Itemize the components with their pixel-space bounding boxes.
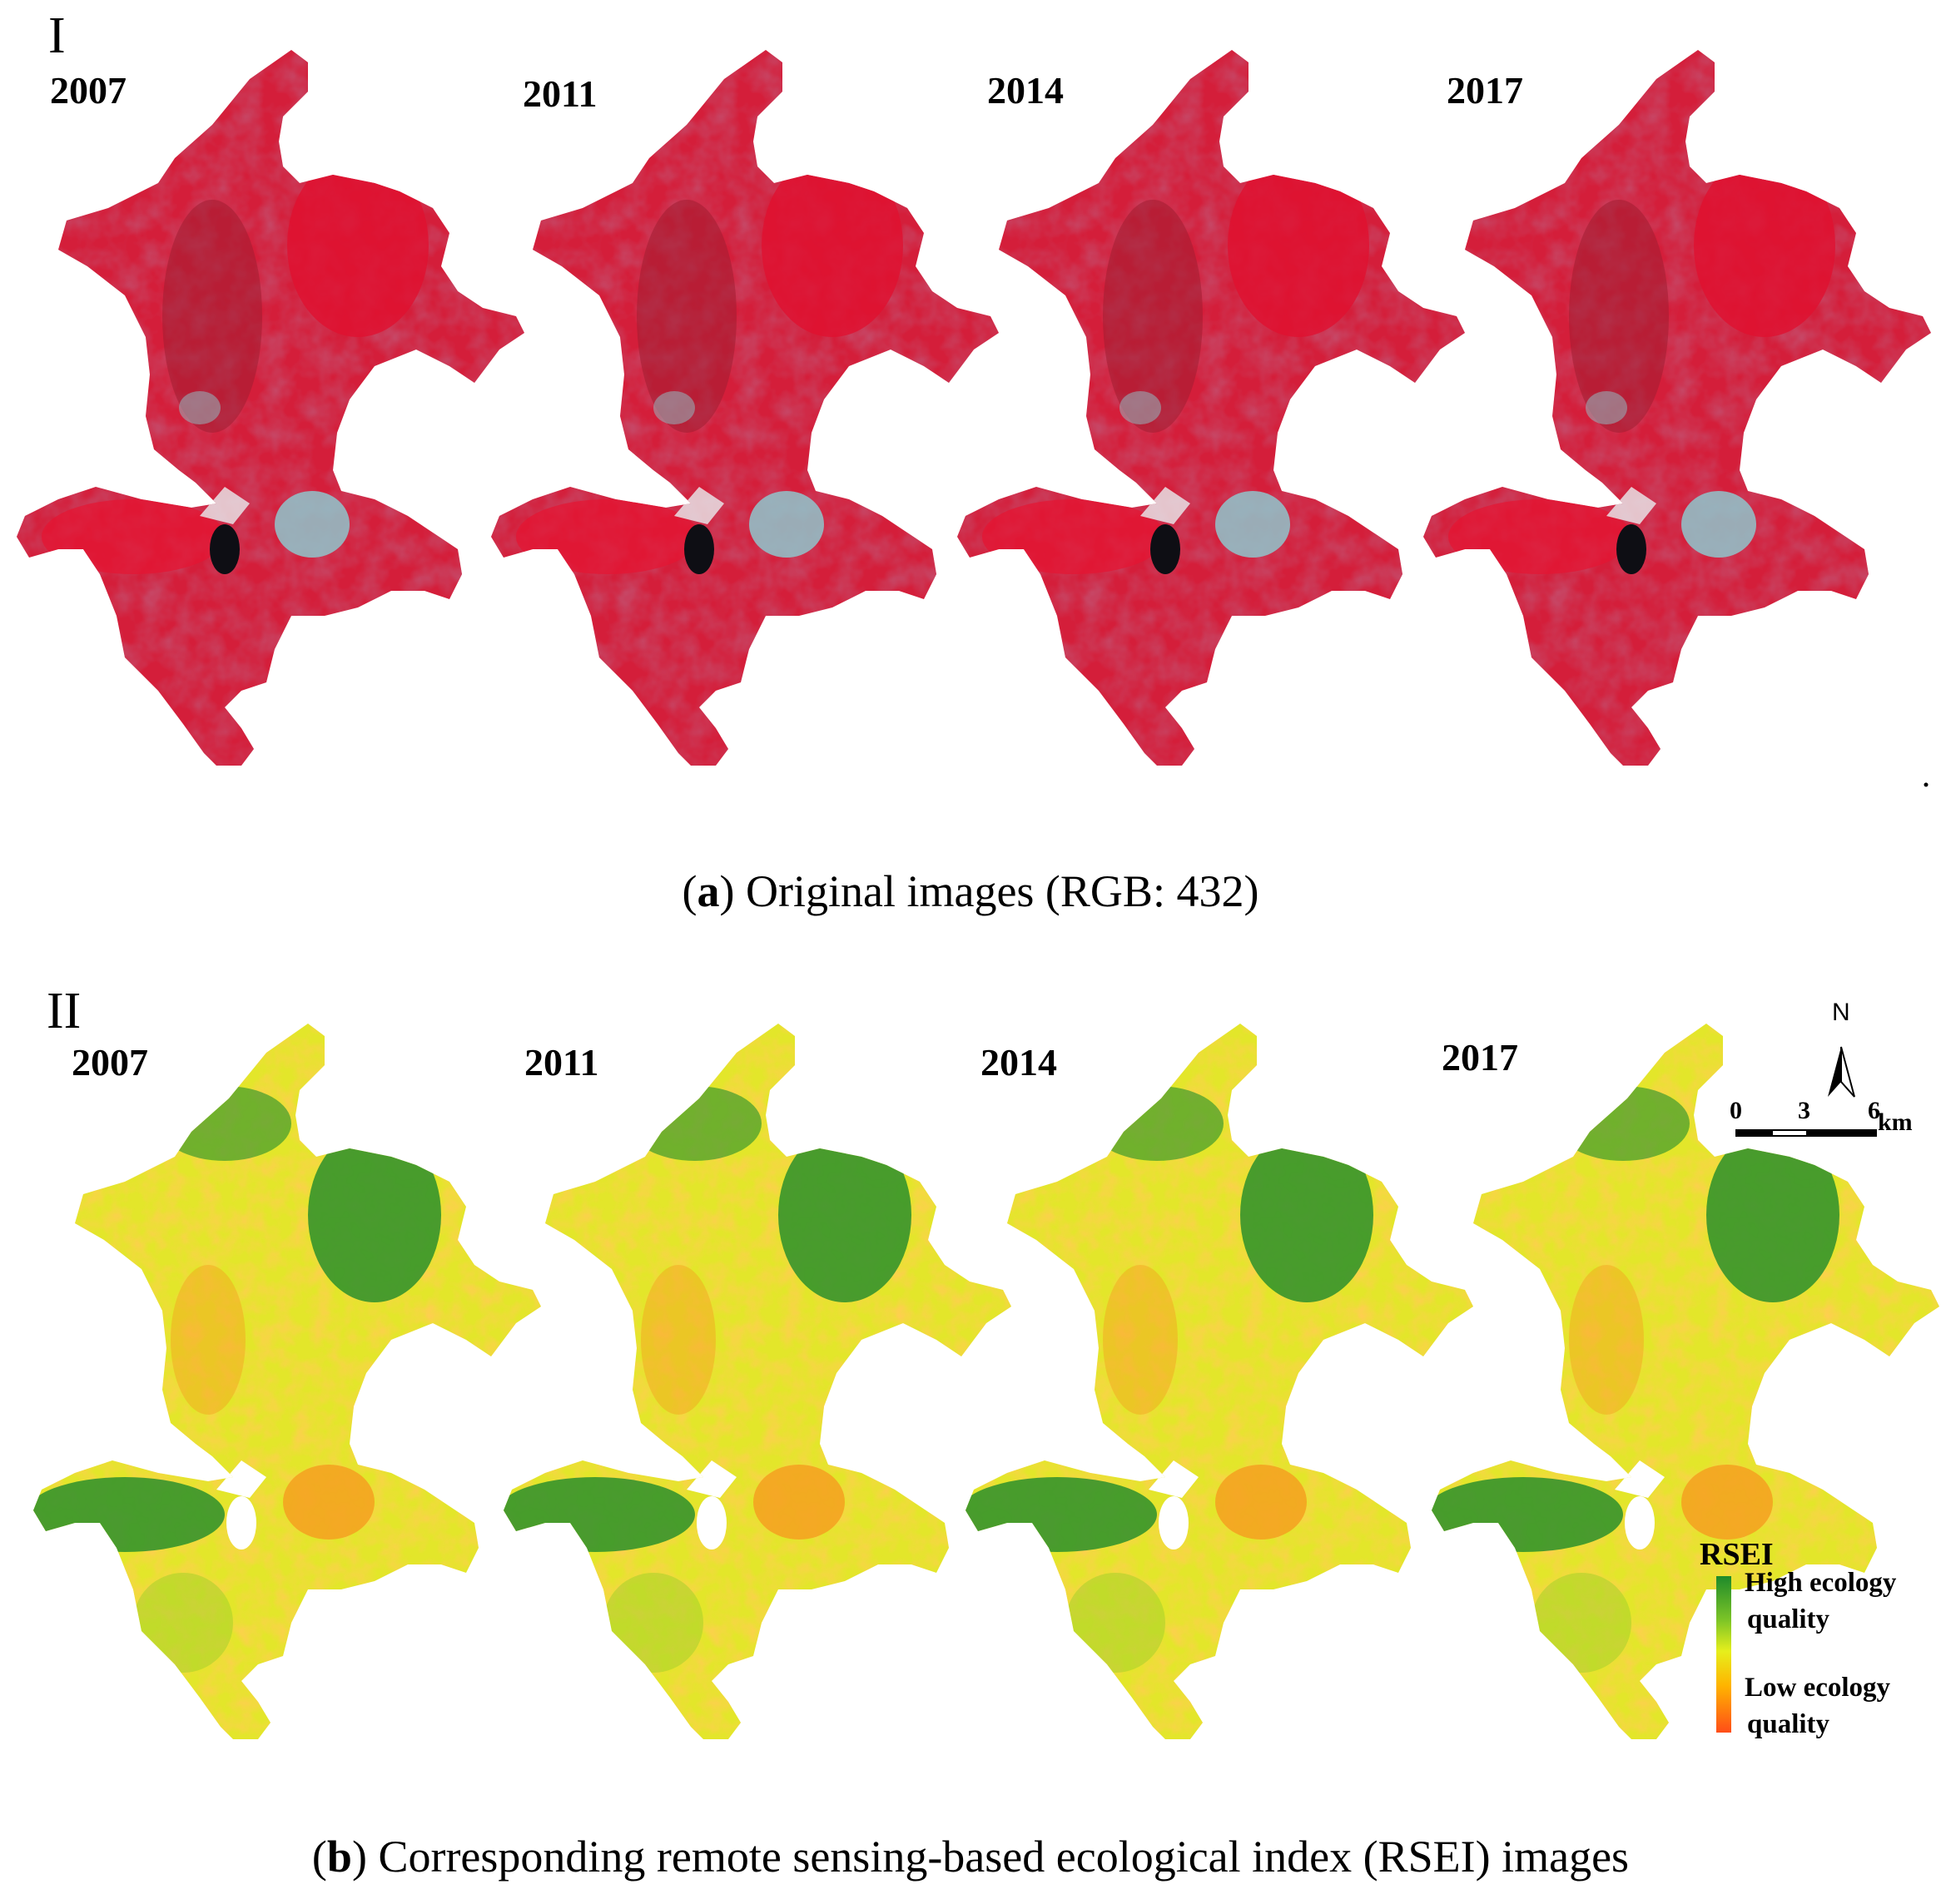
- stray-dot: [1924, 782, 1929, 787]
- caption-a-text: Original images (RGB: 432): [734, 866, 1259, 916]
- map-a-2014: [941, 17, 1507, 782]
- scale-unit: km: [1878, 1108, 1913, 1136]
- map-b-2017: [1415, 990, 1941, 1756]
- year-label-a-2017: 2017: [1447, 69, 1523, 112]
- map-a-2007: [0, 17, 566, 782]
- scale-tick-6: 6: [1868, 1097, 1880, 1124]
- map-b-2014: [949, 990, 1515, 1756]
- legend-low-line-1: Low ecology: [1745, 1673, 1891, 1703]
- year-label-b-2011: 2011: [524, 1041, 599, 1083]
- map-b-2011: [487, 990, 1053, 1756]
- legend-high-line-2: quality: [1747, 1604, 1830, 1634]
- legend-high-label: High ecology quality: [1745, 1564, 1896, 1638]
- year-label-a-2011: 2011: [523, 72, 598, 115]
- legend-title: RSEI: [1700, 1537, 1774, 1572]
- caption-a-letter: a: [697, 866, 720, 916]
- year-label-b-2007: 2007: [72, 1041, 148, 1083]
- north-arrow-icon: [1828, 1046, 1855, 1098]
- scale-bar: [1735, 1129, 1877, 1137]
- panel-b-numeral: II: [47, 983, 82, 1039]
- caption-b-letter: b: [326, 1832, 352, 1882]
- year-label-b-2014: 2014: [980, 1041, 1057, 1083]
- scale-tick-3: 3: [1798, 1097, 1810, 1124]
- legend-low-label: Low ecology quality: [1745, 1669, 1890, 1743]
- map-b-2007: [17, 990, 583, 1756]
- scale-tick-0: 0: [1730, 1097, 1742, 1124]
- caption-a: (a) Original images (RGB: 432): [682, 866, 1259, 916]
- legend-high-line-1: High ecology: [1745, 1568, 1897, 1598]
- caption-b-text: Corresponding remote sensing-based ecolo…: [366, 1832, 1630, 1882]
- year-label-b-2017: 2017: [1442, 1036, 1518, 1078]
- year-label-a-2007: 2007: [50, 69, 127, 112]
- legend-low-line-2: quality: [1747, 1709, 1830, 1739]
- map-a-2017: [1407, 17, 1941, 782]
- panel-a-numeral: I: [48, 7, 66, 64]
- caption-b: (b) Corresponding remote sensing-based e…: [311, 1832, 1630, 1882]
- map-a-2011: [474, 17, 1040, 782]
- year-label-a-2014: 2014: [987, 69, 1064, 112]
- north-label: N: [1832, 999, 1850, 1026]
- legend-color-ramp: [1716, 1576, 1731, 1733]
